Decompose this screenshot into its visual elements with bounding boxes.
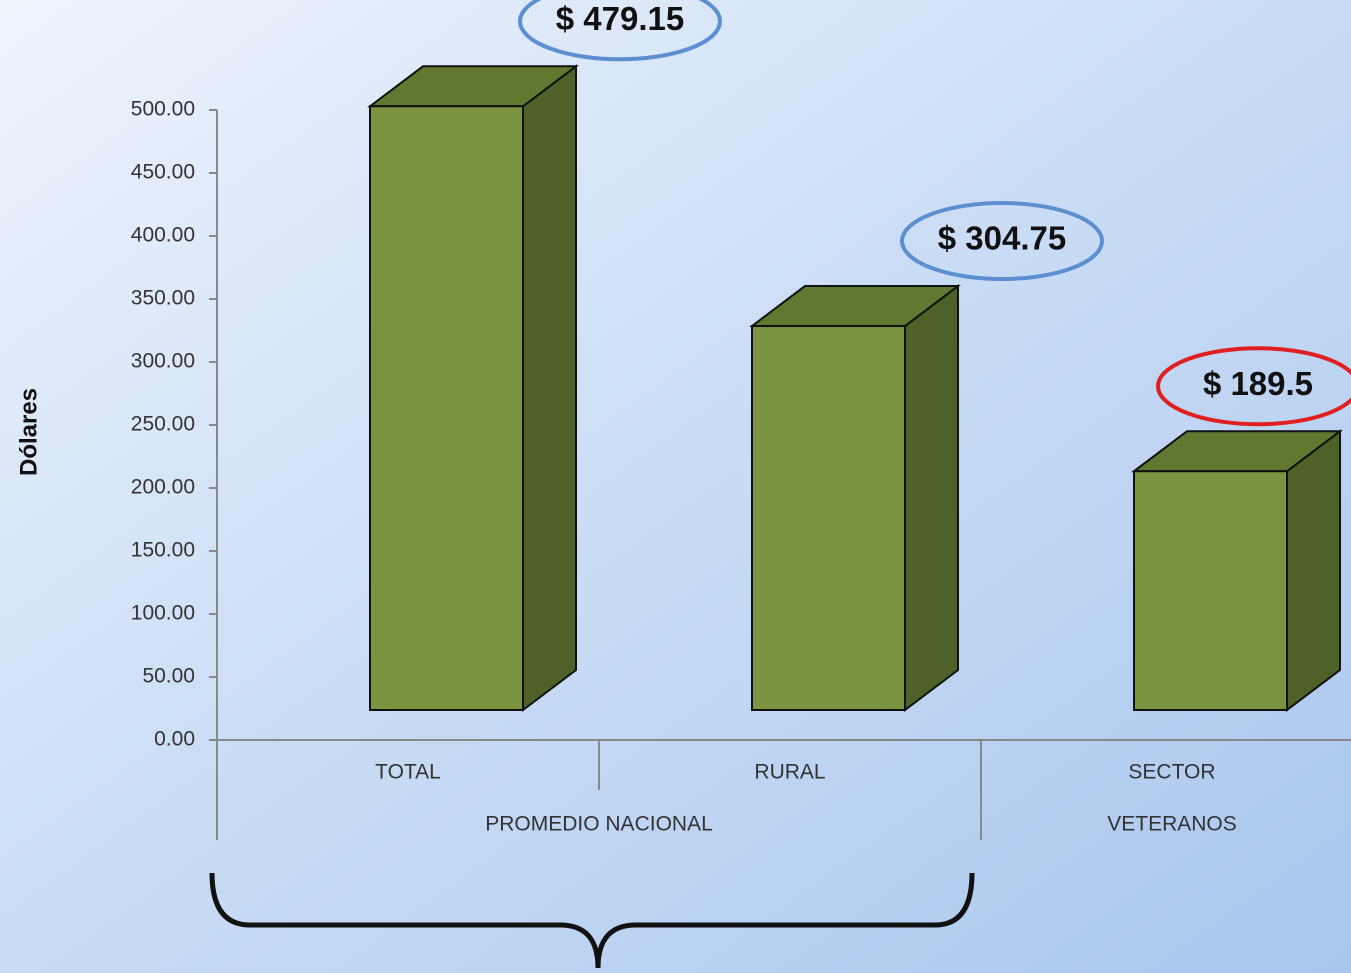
bar-side: [1286, 429, 1341, 713]
y-tick-label: 350.00: [131, 287, 195, 310]
x-tick-label: SECTOR: [1128, 761, 1215, 784]
y-tick-label: 250.00: [131, 413, 195, 436]
y-tick-label: 200.00: [131, 476, 195, 499]
y-tick-label: 0.00: [154, 728, 195, 751]
y-tick-label: 300.00: [131, 350, 195, 373]
bar: [369, 105, 524, 712]
y-tick-label: 150.00: [131, 539, 195, 562]
bar: [1133, 470, 1288, 712]
bar: [751, 325, 906, 711]
y-tick-label: 450.00: [131, 161, 195, 184]
value-label-outline: [1156, 346, 1351, 427]
value-label-outline: [518, 0, 722, 62]
bar-side: [522, 64, 577, 713]
y-tick-label: 50.00: [142, 665, 195, 688]
bar-side: [904, 284, 959, 713]
brace: [209, 872, 975, 969]
group-label: PROMEDIO NACIONAL: [485, 813, 713, 836]
y-tick-label: 400.00: [131, 224, 195, 247]
value-label: $ 189.5: [1203, 365, 1313, 402]
group-label: VETERANOS: [1107, 813, 1237, 836]
value-label: $ 479.15: [556, 0, 684, 37]
x-tick-label: TOTAL: [375, 761, 441, 784]
y-tick-label: 500.00: [131, 98, 195, 121]
y-tick-label: 100.00: [131, 602, 195, 625]
value-label: $ 304.75: [938, 220, 1066, 257]
value-label-outline: [900, 201, 1104, 282]
y-axis-label: Dólares: [15, 388, 42, 476]
x-tick-label: RURAL: [754, 761, 825, 784]
